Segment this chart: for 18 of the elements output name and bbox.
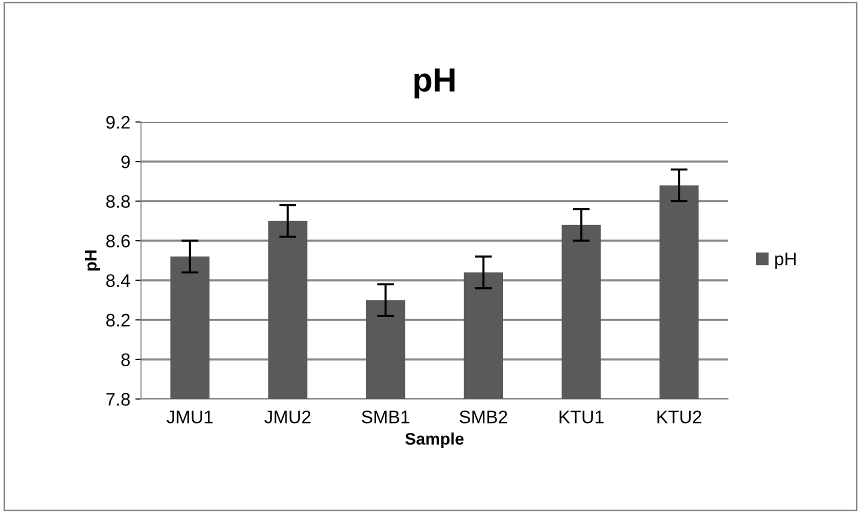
y-tick-label: 8 — [121, 353, 130, 366]
y-tick-label: 9.2 — [106, 116, 130, 129]
x-tick-label: JMU1 — [166, 410, 213, 424]
x-tick-label: JMU2 — [264, 410, 310, 424]
y-tick-label: 9 — [121, 156, 130, 168]
y-axis-title: pH — [85, 250, 100, 271]
x-tick-label: SMB1 — [362, 410, 410, 424]
y-tick-label: 8.2 — [106, 314, 130, 327]
chart-title: pH — [414, 68, 454, 98]
x-tick-label: KTU2 — [657, 410, 702, 424]
x-tick-label: KTU1 — [560, 410, 604, 424]
y-tick-label: 8.8 — [106, 195, 130, 208]
x-axis-title: Sample — [405, 432, 464, 448]
y-tick-label: 8.4 — [106, 274, 130, 288]
x-tick-label: SMB2 — [460, 410, 508, 424]
legend-label: pH — [775, 252, 796, 269]
y-tick-label: 7.8 — [106, 392, 130, 406]
y-tick-label: 8.6 — [106, 234, 130, 248]
